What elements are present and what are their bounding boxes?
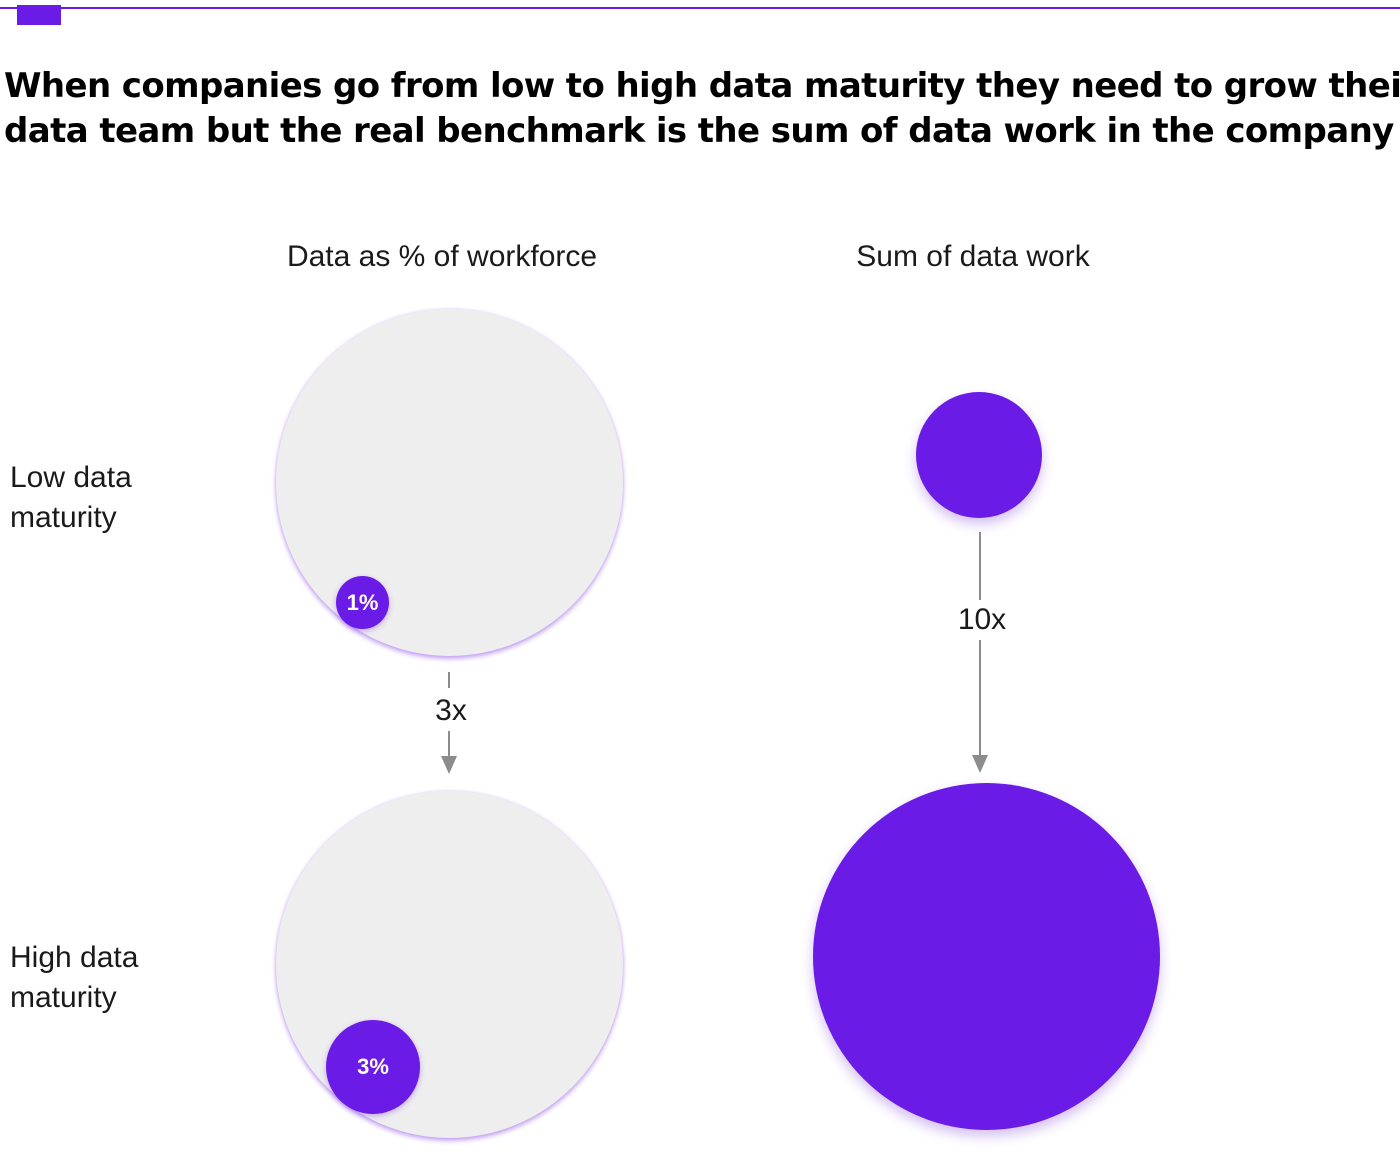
row-label-high-line-2: maturity: [10, 981, 117, 1014]
percent-dot-low: 1%: [336, 576, 389, 629]
multiplier-label-data-work: 10x: [957, 602, 1007, 638]
row-label-high-line-1: High data: [10, 941, 139, 974]
percent-label-low: 1%: [346, 589, 379, 615]
row-label-low-maturity: Low data maturity: [10, 458, 132, 538]
multiplier-label-workforce: 3x: [435, 693, 467, 729]
percent-dot-high: 3%: [326, 1020, 420, 1114]
column-header-workforce: Data as % of workforce: [286, 240, 598, 273]
headline: When companies go from low to high data …: [4, 64, 1400, 154]
top-rule: [0, 7, 1400, 9]
percent-label-high: 3%: [357, 1054, 389, 1079]
arrow-data-work: [972, 532, 988, 773]
arrow-workforce: [441, 672, 457, 774]
data-work-circle-low: [916, 392, 1042, 518]
headline-line-1: When companies go from low to high data …: [4, 66, 1400, 106]
headline-line-2: data team but the real benchmark is the …: [4, 111, 1394, 151]
row-label-low-line-2: maturity: [10, 501, 117, 534]
data-work-circle-high: [813, 783, 1160, 1130]
row-label-low-line-1: Low data: [10, 461, 132, 494]
row-label-high-maturity: High data maturity: [10, 938, 138, 1018]
workforce-circle-low: [276, 309, 623, 656]
column-header-data-work: Sum of data work: [856, 240, 1090, 273]
top-accent-bar: [17, 5, 61, 25]
